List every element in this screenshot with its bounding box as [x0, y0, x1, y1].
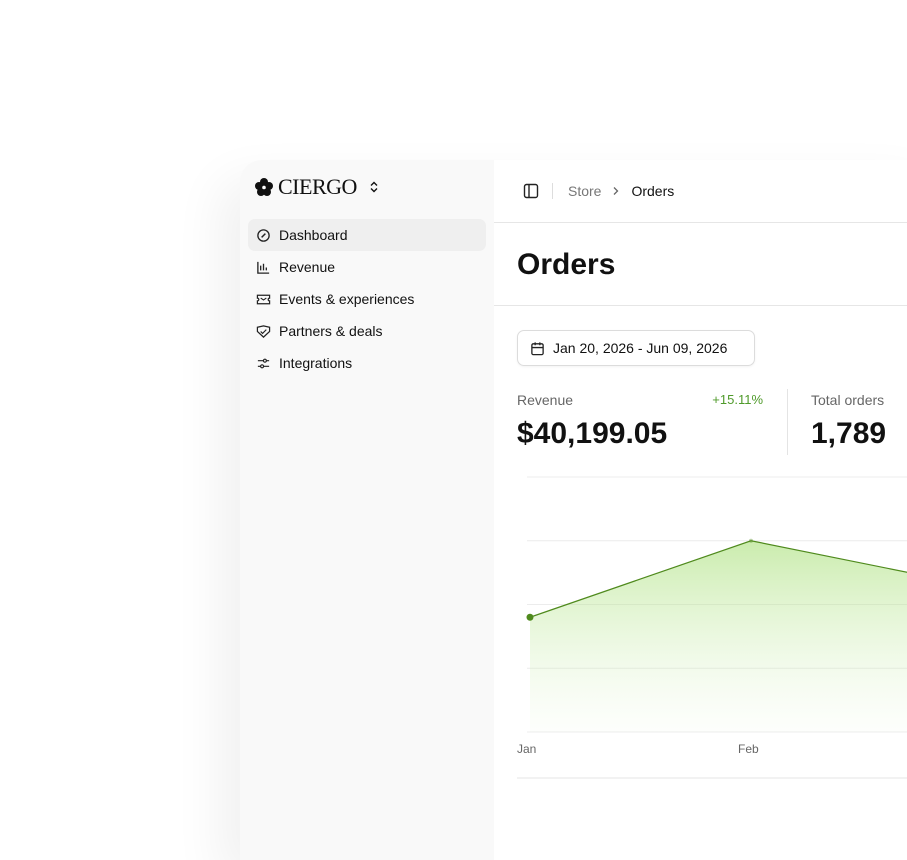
- nav-label: Partners & deals: [279, 323, 383, 339]
- nav-icon: [257, 358, 270, 368]
- main: Store Orders Orders Jan 20, 2026 - Jun 0…: [494, 160, 907, 860]
- nav-icon: [257, 228, 270, 242]
- x-tick-label: Jan: [517, 742, 536, 756]
- nav-label: Dashboard: [279, 227, 348, 243]
- nav: Dashboard Revenue Events & experiences P…: [248, 219, 486, 379]
- area: [530, 540, 907, 732]
- brand[interactable]: CIERGO: [254, 174, 381, 200]
- breadcrumb-current: Orders: [631, 183, 675, 199]
- page-body: CIERGO Dashboard Revenue Events & experi…: [255, 174, 907, 779]
- app-shell: CIERGO Dashboard Revenue Events & experi…: [240, 160, 907, 860]
- brand-logo: [255, 178, 273, 196]
- nav-label: Revenue: [279, 259, 336, 275]
- title-row: Orders: [494, 223, 907, 306]
- date-range-picker[interactable]: Jan 20, 2026 - Jun 09, 2026: [517, 330, 755, 366]
- metric-label: Revenue: [517, 392, 574, 408]
- brand-name: CIERGO: [278, 174, 357, 199]
- point: [526, 613, 534, 621]
- metric-value: $40,199.05: [517, 417, 668, 450]
- breadcrumb-link[interactable]: Store: [568, 183, 602, 199]
- line: [529, 540, 907, 618]
- date-range: Jan 20, 2026 - Jun 09, 2026: [553, 340, 728, 356]
- brand-switch-icon: [370, 181, 378, 193]
- metric-label: Total orders: [811, 392, 885, 408]
- nav-icon: [256, 294, 271, 304]
- sidebar: CIERGO Dashboard Revenue Events & experi…: [240, 160, 494, 860]
- nav-item[interactable]: Revenue: [248, 251, 486, 283]
- nav-label: Events & experiences: [279, 291, 415, 307]
- point: [749, 538, 753, 543]
- separator: [552, 183, 553, 199]
- nav-icon: [257, 261, 270, 274]
- calendar-icon: [531, 341, 544, 355]
- divider: [787, 389, 788, 455]
- page: Orders {"sidebar": {"brand": "CIERGO", "…: [255, 174, 907, 779]
- nav-icon: [256, 324, 271, 338]
- sidebar-toggle[interactable]: [523, 183, 539, 199]
- breadcrumb-chevron: [614, 187, 619, 195]
- page-title: Orders: [517, 248, 616, 281]
- metric-value: 1,789: [811, 417, 887, 450]
- metric-change: +15.11%: [712, 392, 763, 407]
- nav-item[interactable]: Events & experiences: [248, 283, 486, 315]
- nav-item[interactable]: Partners & deals: [248, 315, 486, 347]
- line-chart: Jan Feb: [517, 476, 907, 779]
- nav-label: Integrations: [279, 355, 353, 371]
- x-tick-label: Feb: [738, 742, 759, 756]
- topbar: Store Orders: [494, 160, 907, 223]
- nav-item[interactable]: Dashboard: [248, 219, 486, 251]
- nav-item[interactable]: Integrations: [248, 347, 486, 379]
